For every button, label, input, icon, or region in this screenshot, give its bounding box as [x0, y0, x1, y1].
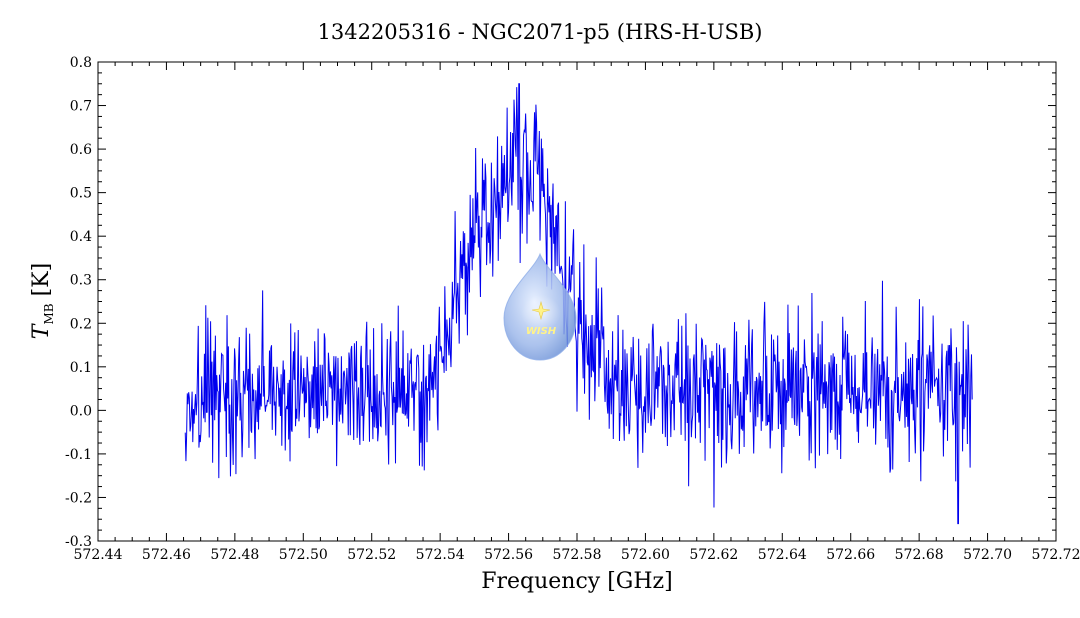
y-tick-label: 0.2 — [70, 316, 92, 332]
x-tick-label: 572.44 — [74, 547, 123, 563]
y-tick-label: 0.4 — [70, 229, 92, 245]
wish-logo: WISH — [503, 252, 577, 361]
x-tick-label: 572.52 — [347, 547, 396, 563]
y-axis-title-subscript: MB — [42, 303, 56, 324]
y-axis-title-main: T — [29, 322, 54, 339]
x-tick-label: 572.46 — [142, 547, 191, 563]
x-tick-label: 572.72 — [1032, 547, 1080, 563]
y-tick-label: 0.1 — [70, 360, 92, 376]
y-tick-label: -0.2 — [65, 490, 92, 506]
y-tick-label: 0.5 — [70, 186, 92, 202]
y-axis-title: TMB [K] — [29, 263, 56, 339]
x-tick-label: 572.48 — [210, 547, 259, 563]
spectrum-series-line — [184, 83, 973, 525]
x-tick-label: 572.54 — [416, 547, 465, 563]
x-tick-label: 572.56 — [484, 547, 533, 563]
logo-text: WISH — [526, 326, 557, 337]
plot-area: 572.44 572.46 572.48 572.50 572.52 572.54 572.… — [65, 55, 1080, 563]
plot-frame — [97, 61, 1057, 542]
y-tick-label: 0.0 — [70, 403, 92, 419]
x-axis-title: Frequency [GHz] — [481, 569, 673, 594]
y-axis-ticks — [98, 61, 1056, 542]
y-tick-label: 0.6 — [70, 142, 92, 158]
y-axis-tick-labels: -0.3 -0.2 -0.1 0.0 0.1 0.2 0.3 0.4 0.5 0.6 0.7 0.8 — [65, 55, 92, 550]
chart-title: 1342205316 - NGC2071-p5 (HRS-H-USB) — [318, 20, 763, 44]
y-tick-label: -0.3 — [65, 534, 92, 550]
y-tick-label: 0.3 — [70, 273, 92, 289]
x-axis-tick-labels: 572.44 572.46 572.48 572.50 572.52 572.54 572.… — [74, 547, 1080, 563]
x-tick-label: 572.68 — [895, 547, 944, 563]
x-tick-label: 572.58 — [553, 547, 602, 563]
y-axis-title-unit: [K] — [29, 263, 54, 304]
y-tick-label: 0.8 — [70, 55, 92, 71]
x-tick-label: 572.60 — [621, 547, 670, 563]
x-tick-label: 572.70 — [963, 547, 1012, 563]
x-tick-label: 572.62 — [689, 547, 738, 563]
y-tick-label: 0.7 — [70, 99, 92, 115]
y-tick-label: -0.1 — [65, 447, 92, 463]
x-axis-ticks — [97, 62, 1057, 541]
star-icon — [531, 300, 551, 321]
x-tick-label: 572.50 — [279, 547, 328, 563]
x-tick-label: 572.64 — [758, 547, 807, 563]
x-tick-label: 572.66 — [826, 547, 875, 563]
